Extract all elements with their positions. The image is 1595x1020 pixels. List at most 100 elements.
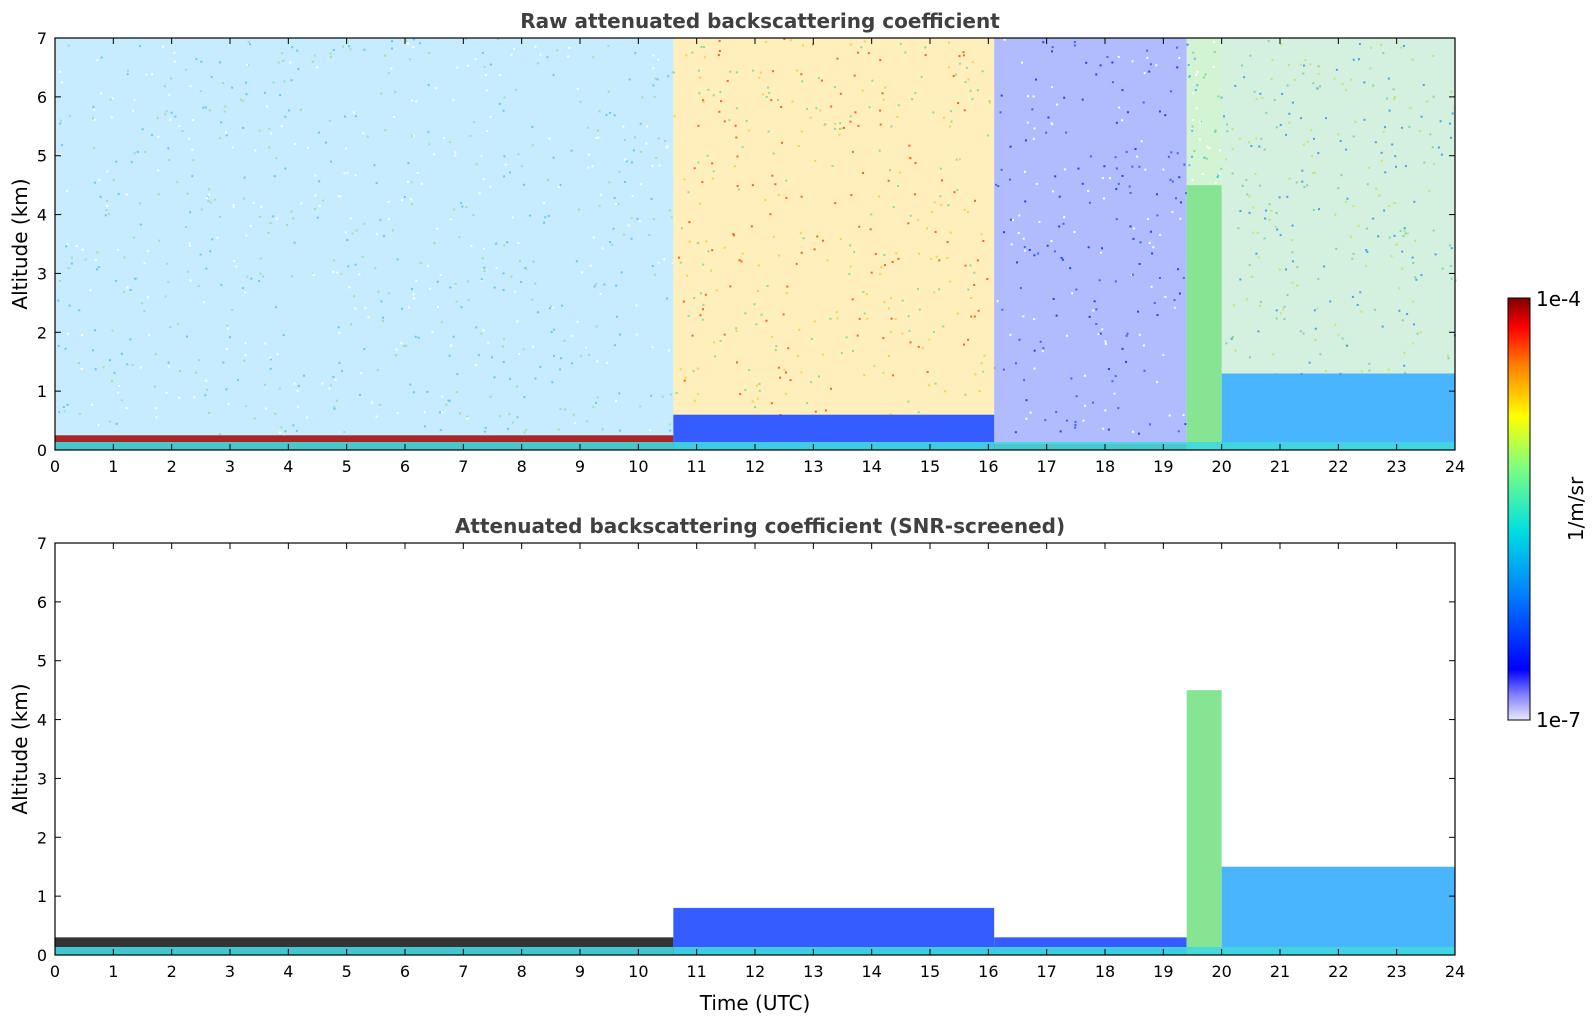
raw-noise-speck: [696, 367, 699, 370]
x-tick-label: 13: [803, 962, 823, 981]
raw-noise-speck: [200, 60, 203, 63]
raw-noise-speck: [639, 122, 642, 125]
raw-noise-speck: [1142, 101, 1145, 104]
raw-noise-speck: [375, 415, 378, 418]
raw-noise-speck: [714, 355, 717, 358]
raw-noise-speck: [796, 355, 799, 358]
raw-noise-speck: [570, 149, 573, 152]
raw-noise-speck: [1323, 265, 1326, 268]
raw-noise-speck: [932, 331, 935, 334]
raw-noise-speck: [974, 373, 977, 376]
raw-noise-speck: [624, 158, 627, 161]
raw-noise-speck: [645, 125, 648, 128]
raw-noise-speck: [517, 153, 520, 156]
x-tick-label: 18: [1095, 457, 1115, 476]
raw-noise-speck: [622, 233, 625, 236]
surface-band: [1186, 947, 1222, 955]
raw-noise-speck: [1213, 40, 1216, 43]
raw-noise-speck: [147, 296, 150, 299]
raw-noise-speck: [840, 352, 843, 355]
raw-noise-speck: [1279, 312, 1282, 315]
x-tick-label: 18: [1095, 962, 1115, 981]
raw-noise-speck: [958, 55, 961, 58]
raw-noise-speck: [431, 330, 434, 333]
raw-noise-speck: [1092, 309, 1095, 312]
raw-noise-speck: [591, 165, 594, 168]
raw-noise-speck: [553, 328, 556, 331]
raw-noise-speck: [550, 305, 553, 308]
raw-noise-speck: [928, 384, 931, 387]
raw-noise-speck: [345, 147, 348, 150]
raw-noise-speck: [767, 86, 770, 89]
x-tick-label: 13: [803, 457, 823, 476]
x-tick-label: 8: [517, 962, 527, 981]
raw-noise-speck: [1308, 361, 1311, 364]
raw-noise-speck: [458, 412, 461, 415]
x-tick-label: 8: [517, 457, 527, 476]
raw-noise-speck: [751, 69, 754, 72]
raw-noise-speck: [890, 125, 893, 128]
y-tick-label: 6: [37, 593, 47, 612]
raw-noise-speck: [214, 198, 217, 201]
raw-noise-speck: [390, 67, 393, 70]
raw-noise-speck: [867, 52, 870, 55]
raw-noise-speck: [497, 38, 500, 41]
raw-noise-speck: [115, 160, 118, 163]
raw-noise-speck: [1439, 120, 1442, 123]
raw-noise-speck: [1009, 178, 1012, 181]
raw-noise-speck: [539, 365, 542, 368]
raw-noise-speck: [957, 102, 960, 105]
raw-noise-speck: [691, 51, 694, 54]
raw-noise-speck: [596, 360, 599, 363]
raw-noise-speck: [84, 258, 87, 261]
raw-noise-speck: [1352, 58, 1355, 61]
raw-noise-speck: [1164, 295, 1167, 298]
raw-noise-speck: [942, 325, 945, 328]
raw-noise-speck: [1275, 309, 1278, 312]
raw-noise-speck: [1190, 155, 1193, 158]
raw-noise-speck: [682, 300, 685, 303]
raw-noise-speck: [879, 123, 882, 126]
y-tick-label: 2: [37, 323, 47, 342]
raw-noise-speck: [1450, 277, 1453, 280]
raw-noise-speck: [889, 413, 892, 416]
raw-noise-speck: [93, 118, 96, 121]
raw-noise-speck: [1339, 139, 1342, 142]
raw-noise-speck: [1003, 231, 1006, 234]
raw-noise-speck: [652, 84, 655, 87]
raw-noise-speck: [1404, 232, 1407, 235]
x-tick-label: 5: [342, 457, 352, 476]
raw-noise-speck: [360, 372, 363, 375]
raw-noise-speck: [1437, 146, 1440, 149]
raw-noise-speck: [608, 241, 611, 244]
raw-noise-speck: [409, 383, 412, 386]
raw-noise-speck: [1050, 240, 1053, 243]
raw-noise-speck: [178, 124, 181, 127]
raw-noise-speck: [1280, 43, 1283, 46]
raw-noise-speck: [474, 57, 477, 60]
raw-noise-speck: [158, 239, 161, 242]
raw-noise-speck: [1400, 46, 1403, 49]
raw-noise-speck: [579, 100, 582, 103]
raw-noise-speck: [349, 217, 352, 220]
raw-noise-speck: [1248, 141, 1251, 144]
raw-noise-speck: [586, 126, 589, 129]
raw-noise-speck: [502, 361, 505, 364]
raw-noise-speck: [673, 115, 676, 118]
raw-noise-speck: [638, 220, 641, 223]
raw-noise-speck: [1368, 362, 1371, 365]
raw-noise-speck: [285, 224, 288, 227]
raw-noise-speck: [801, 44, 804, 47]
raw-noise-speck: [595, 136, 598, 139]
raw-noise-speck: [744, 388, 747, 391]
raw-noise-speck: [249, 224, 252, 227]
raw-noise-speck: [1351, 295, 1354, 298]
raw-noise-speck: [243, 197, 246, 200]
raw-noise-speck: [993, 366, 996, 369]
raw-noise-speck: [151, 133, 154, 136]
raw-noise-speck: [934, 230, 937, 233]
raw-noise-speck: [841, 127, 844, 130]
x-tick-label: 23: [1386, 457, 1406, 476]
raw-noise-speck: [120, 399, 123, 402]
raw-noise-speck: [880, 266, 883, 269]
